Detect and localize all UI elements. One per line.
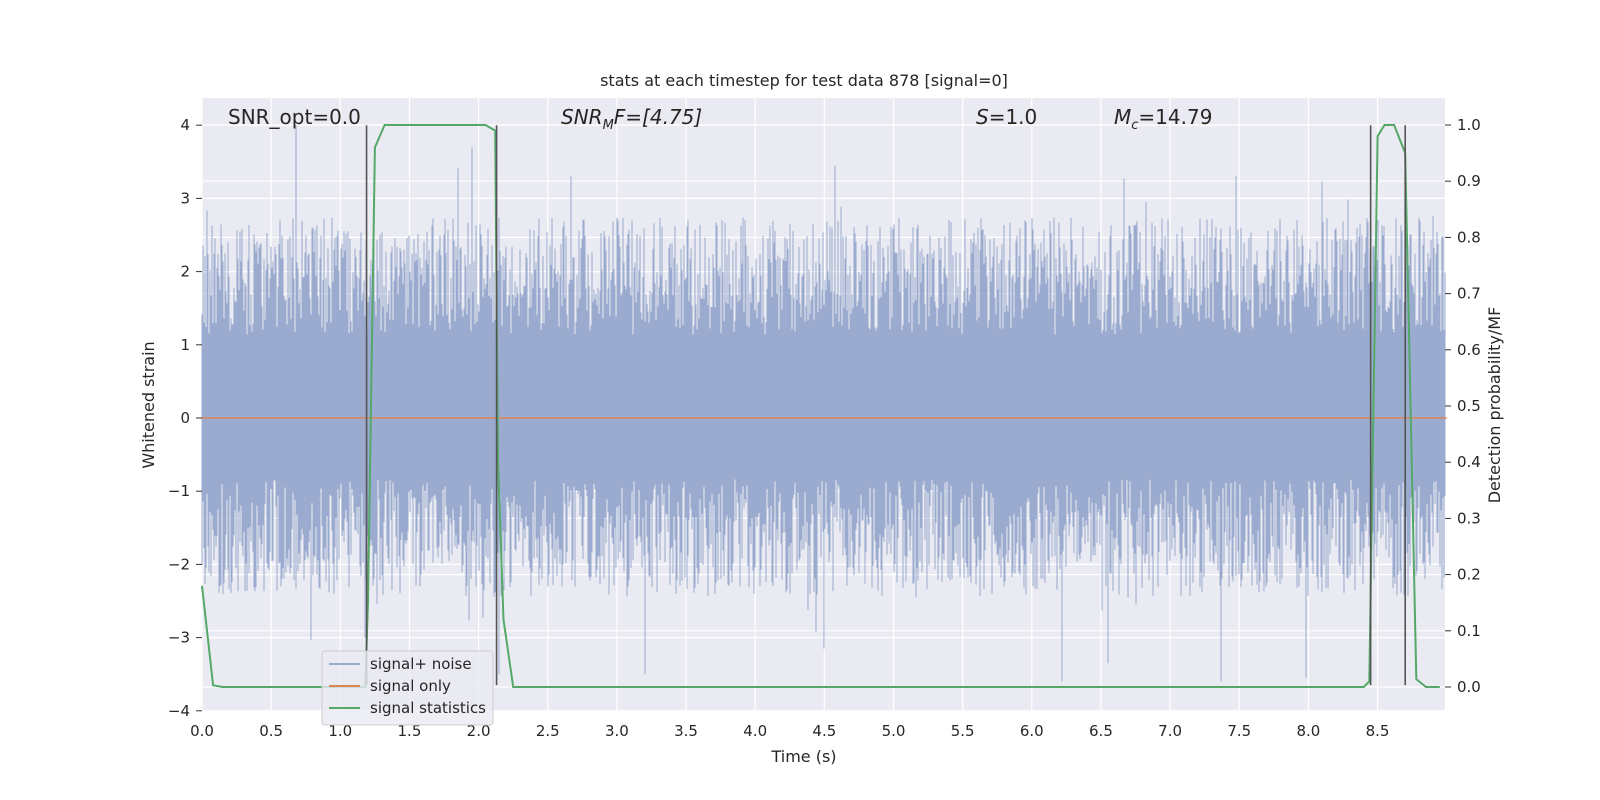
vertical-markers	[365, 125, 1407, 686]
x-tick-label: 2.0	[467, 722, 491, 740]
x-tick-label: 1.5	[398, 722, 422, 740]
x-tick-label: 5.0	[882, 722, 906, 740]
x-tick-label: 0.5	[259, 722, 283, 740]
x-tick-label: 8.0	[1296, 722, 1320, 740]
y-right-tick-label: 0.2	[1457, 566, 1481, 584]
y-tick-label: −3	[168, 629, 190, 647]
x-axis-ticks: 0.0 0.5 1.0 1.5 2.0 2.5 3.0 3.5 4.0 4.5 5.0 5.5 6.0 6…	[190, 722, 1389, 740]
snr-opt-annotation: SNR_opt=0.0	[228, 105, 361, 129]
y-right-tick-label: 0.0	[1457, 678, 1481, 696]
s-annotation: S=1.0	[976, 105, 1037, 129]
y-tick-label: 0	[180, 409, 190, 427]
y-right-tick-label: 0.6	[1457, 341, 1481, 359]
y-right-tick-label: 0.4	[1457, 453, 1481, 471]
x-axis-label: Time (s)	[770, 747, 836, 766]
snr-mf-annotation: SNRMF=[4.75]	[561, 105, 702, 133]
y-tick-label: 2	[180, 263, 190, 281]
x-tick-label: 5.5	[951, 722, 975, 740]
y-right-tick-label: 0.1	[1457, 622, 1481, 640]
x-tick-label: 4.5	[812, 722, 836, 740]
y-right-tick-label: 0.7	[1457, 285, 1481, 303]
y-tick-label: −2	[168, 555, 190, 573]
x-tick-label: 6.5	[1089, 722, 1113, 740]
x-tick-label: 4.0	[743, 722, 767, 740]
x-tick-label: 3.5	[674, 722, 698, 740]
x-tick-label: 7.5	[1227, 722, 1251, 740]
mc-annotation: Mc=14.79	[1114, 105, 1212, 133]
y-axis-ticks: −4 −3 −2 −1 0 1 2 3 4	[168, 116, 202, 720]
y-tick-label: 3	[180, 189, 190, 207]
y-tick-label: 1	[180, 336, 190, 354]
x-tick-label: 7.0	[1158, 722, 1182, 740]
y-tick-label: −4	[168, 702, 190, 720]
x-tick-label: 8.5	[1366, 722, 1390, 740]
legend-label-signal-only: signal only	[370, 677, 451, 695]
y-right-tick-label: 0.8	[1457, 228, 1481, 246]
y-axis-label: Whitened strain	[139, 341, 158, 468]
legend-box	[321, 650, 494, 726]
y-tick-label: −1	[168, 482, 190, 500]
legend-label-signal-noise: signal+ noise	[370, 655, 472, 673]
signal-noise-series	[201, 125, 1446, 682]
x-tick-label: 1.0	[328, 722, 352, 740]
x-tick-label: 6.0	[1020, 722, 1044, 740]
x-tick-label: 3.0	[605, 722, 629, 740]
y-right-axis-ticks: 0.0 0.1 0.2 0.3 0.4 0.5 0.6 0.7 0.8 0.9 1.0	[1445, 116, 1481, 696]
y-right-tick-label: 0.9	[1457, 172, 1481, 190]
signal-noise-trace	[201, 125, 1446, 682]
y-tick-label: 4	[180, 116, 190, 134]
chart-title: stats at each timestep for test data 878…	[600, 71, 1008, 90]
y-right-axis-label: Detection probability/MF	[1485, 307, 1504, 504]
y-right-tick-label: 0.5	[1457, 397, 1481, 415]
y-right-tick-label: 1.0	[1457, 116, 1481, 134]
x-tick-label: 0.0	[190, 722, 214, 740]
y-right-tick-label: 0.3	[1457, 509, 1481, 527]
legend-label-signal-statistics: signal statistics	[370, 699, 486, 717]
x-tick-label: 2.5	[536, 722, 560, 740]
legend: signal+ noise signal only signal statist…	[321, 650, 494, 726]
